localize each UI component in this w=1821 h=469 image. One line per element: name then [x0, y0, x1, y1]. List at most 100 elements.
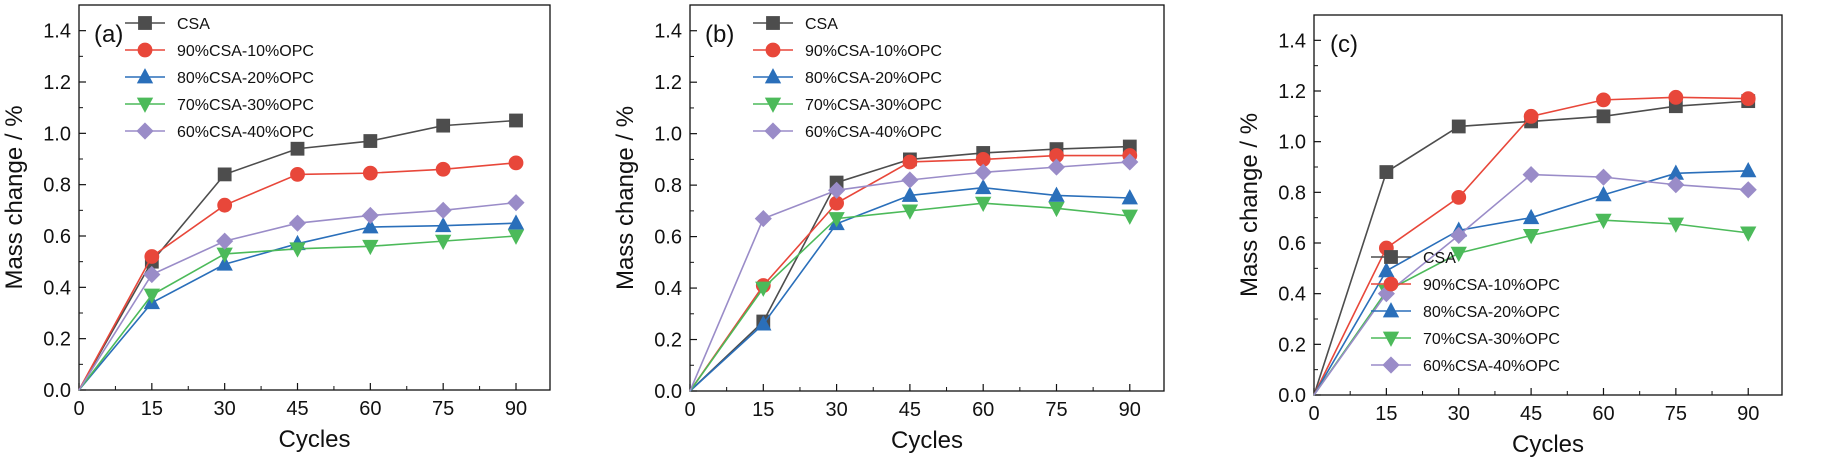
panel-c-x-tick-label: 45	[1520, 403, 1542, 425]
panel-a-legend-entry-90-csa-10-opc-label: 90%CSA-10%OPC	[177, 43, 314, 60]
panel-a-series-70-csa-30-opc-line	[78, 235, 517, 391]
panel-a-series-80-csa-20-opc-point	[216, 255, 233, 271]
panel-c-chart: 0 15 30 45 60 75 90 0.0 0.2 0.4 0.6 0.8 1.0 1.2 1.4 Cyc…	[1236, 14, 1783, 458]
panel-c-x-tick-label: 90	[1737, 403, 1759, 425]
panel-b-legend-entry-csa-marker	[766, 16, 780, 30]
panel-b-series-80-csa-20-opc-point	[975, 178, 992, 195]
panel-a-y-axis-title: Mass change / %	[1, 105, 28, 289]
panel-c-series-70-csa-30-opc-point	[1522, 228, 1540, 245]
panel-b-legend-entry-csa-label: CSA	[805, 16, 838, 33]
panel-c-series-60-csa-40-opc-point	[1667, 176, 1685, 194]
panel-c-series-60-csa-40-opc-point	[1522, 166, 1540, 184]
panel-b-x-tick-label: 15	[752, 399, 774, 421]
panel-a-legend-entry-70-csa-30-opc-label: 70%CSA-30%OPC	[177, 97, 314, 114]
panel-a-series-70-csa-30-opc-point	[362, 239, 379, 256]
panel-a-legend-entry-80-csa-20-opc-label: 80%CSA-20%OPC	[177, 70, 314, 87]
panel-c-x-axis-title: Cycles	[1512, 431, 1584, 458]
panel-a-legend: CSA 90%CSA-10%OPC 80%CSA-20%OPC 70%CSA-30%O…	[125, 16, 314, 141]
panel-a-legend-entry-80-csa-20-opc-marker	[136, 68, 154, 84]
panel-a-series-csa-point	[363, 134, 378, 148]
panel-c-series-80-csa-20-opc-point	[1740, 161, 1757, 178]
panel-a-x-tick-label: 0	[73, 398, 84, 420]
panel-a-series-90-csa-10-opc-point	[217, 197, 233, 213]
panel-c-series-80-csa-20-opc-point	[1378, 262, 1395, 278]
panel-c-legend-entry-70-csa-30-opc: 70%CSA-30%OPC	[1371, 331, 1560, 348]
panel-a-legend-entry-80-csa-20-opc: 80%CSA-20%OPC	[125, 68, 314, 87]
panel-c-series-80-csa-20-opc-point	[1595, 186, 1612, 202]
panel-a-series-70-csa-30-opc-point	[435, 234, 452, 250]
panel-a-series-60-csa-40-opc-point	[507, 194, 525, 212]
panel-b-legend-entry-80-csa-20-opc-label: 80%CSA-20%OPC	[805, 70, 942, 87]
panel-b-series-80-csa-20-opc-point	[1048, 186, 1065, 202]
panel-a-series-90-csa-10-opc-point	[144, 249, 160, 264]
panel-b-x-tick-label: 45	[899, 399, 921, 421]
panel-b-legend-entry-60-csa-40-opc: 60%CSA-40%OPC	[753, 122, 942, 141]
panel-b-legend-entry-80-csa-20-opc: 80%CSA-20%OPC	[753, 68, 942, 87]
panel-c-x-tick-label: 15	[1375, 403, 1397, 425]
panel-c-legend-entry-80-csa-20-opc-label: 80%CSA-20%OPC	[1423, 304, 1560, 321]
panel-b-x-axis-title: Cycles	[891, 427, 963, 454]
panel-c-plot-frame	[1313, 14, 1783, 396]
panel-a-legend-entry-60-csa-40-opc: 60%CSA-40%OPC	[125, 122, 314, 141]
panel-a-series-60-csa-40-opc	[78, 194, 525, 391]
panel-c-legend-entry-70-csa-30-opc-label: 70%CSA-30%OPC	[1423, 331, 1560, 348]
panel-c-series-90-csa-10-opc-point	[1523, 108, 1539, 124]
panel-c-series-70-csa-30-opc-point	[1740, 226, 1757, 242]
panel-a-series-csa-point	[509, 113, 523, 128]
panel-a-y-tick-label: 0.2	[43, 329, 71, 351]
panel-b-series-60-csa-40-opc-point	[828, 181, 846, 199]
panel-b-chart: 0 15 30 45 60 75 90 0.0 0.2 0.4 0.6 0.8 1.0 1.2 1.4 Cyc…	[612, 4, 1165, 454]
panel-c-series-80-csa-20-opc-point	[1522, 208, 1540, 225]
panel-b-series-70-csa-30-opc-point	[1048, 201, 1065, 218]
panel-a-y-tick-label: 1.0	[43, 123, 71, 145]
panel-c-label: (c)	[1330, 31, 1358, 58]
panel-a-legend-entry-90-csa-10-opc-marker	[137, 42, 153, 58]
panel-a-series-60-csa-40-opc-point	[143, 265, 161, 284]
panel-a-legend-entry-csa-marker	[138, 16, 152, 30]
panel-a-series-90-csa-10-opc-line	[78, 162, 517, 391]
panel-c-legend-entry-70-csa-30-opc-marker	[1382, 331, 1400, 347]
panel-c-series-90-csa-10-opc-point	[1740, 91, 1756, 106]
panel-c-y-tick-label: 0.8	[1278, 182, 1306, 204]
panel-a-legend-entry-csa-label: CSA	[177, 16, 210, 33]
panel-c-series-60-csa-40-opc-point	[1739, 181, 1757, 199]
panel-c-series-60-csa-40-opc	[1313, 166, 1757, 396]
panel-c-y-tick-label: 0.6	[1278, 233, 1306, 255]
panel-a-chart: 0 15 30 45 60 75 90 0.0 0.2 0.4 0.6 0.8 1.0 1.2 1.4 Cyc…	[1, 4, 551, 453]
panel-a-x-tick-label: 90	[505, 398, 527, 420]
panel-b-y-tick-label: 0.0	[654, 381, 682, 403]
panel-a-y-tick-label: 1.2	[43, 72, 71, 94]
panel-c-legend-entry-60-csa-40-opc-marker	[1382, 356, 1400, 374]
panel-b-series-70-csa-30-opc	[689, 196, 1138, 392]
panel-b-legend-entry-80-csa-20-opc-marker	[764, 68, 782, 84]
panel-c-y-tick-label: 0.2	[1278, 334, 1306, 356]
panel-a-series-90-csa-10-opc-point	[362, 165, 378, 181]
panel-c-legend-entry-60-csa-40-opc: 60%CSA-40%OPC	[1371, 356, 1560, 375]
panel-c-legend-entry-90-csa-10-opc-label: 90%CSA-10%OPC	[1423, 277, 1560, 294]
panel-b-x-tick-label: 0	[684, 399, 695, 421]
panel-a-series-csa	[78, 113, 523, 391]
panel-c-series-90-csa-10-opc-point	[1668, 89, 1684, 105]
panel-a-series-80-csa-20-opc-point	[362, 218, 379, 234]
panel-b-series-70-csa-30-opc-line	[689, 202, 1130, 392]
panel-c-y-tick-label: 0.4	[1278, 284, 1306, 306]
panel-c-legend-entry-80-csa-20-opc-marker	[1382, 302, 1400, 318]
panel-a-series-csa-point	[217, 167, 232, 182]
panel-c-series-csa-point	[1379, 165, 1394, 179]
panel-c-y-tick-label: 1.0	[1278, 132, 1306, 154]
panel-a-label: (a)	[94, 21, 123, 48]
panel-c-series-90-csa-10-opc-line	[1313, 96, 1749, 396]
panel-b-legend-entry-70-csa-30-opc: 70%CSA-30%OPC	[753, 97, 942, 114]
panel-c-series-60-csa-40-opc-point	[1450, 226, 1468, 244]
panel-b-series-70-csa-30-opc-point	[1121, 209, 1138, 225]
panel-c-series-90-csa-10-opc-point	[1451, 189, 1467, 205]
panel-a-series-70-csa-30-opc-point	[507, 229, 525, 245]
panel-a-series-csa-point	[436, 118, 451, 133]
panel-b-series-60-csa-40-opc-point	[1047, 158, 1066, 176]
panel-a-series-60-csa-40-opc-point	[288, 214, 307, 232]
panel-c-legend-entry-csa: CSA	[1371, 250, 1456, 267]
panel-a-series-70-csa-30-opc-point	[289, 242, 306, 258]
panel-c-series-70-csa-30-opc-point	[1450, 246, 1467, 262]
panel-b-legend-entry-70-csa-30-opc-label: 70%CSA-30%OPC	[805, 97, 942, 114]
